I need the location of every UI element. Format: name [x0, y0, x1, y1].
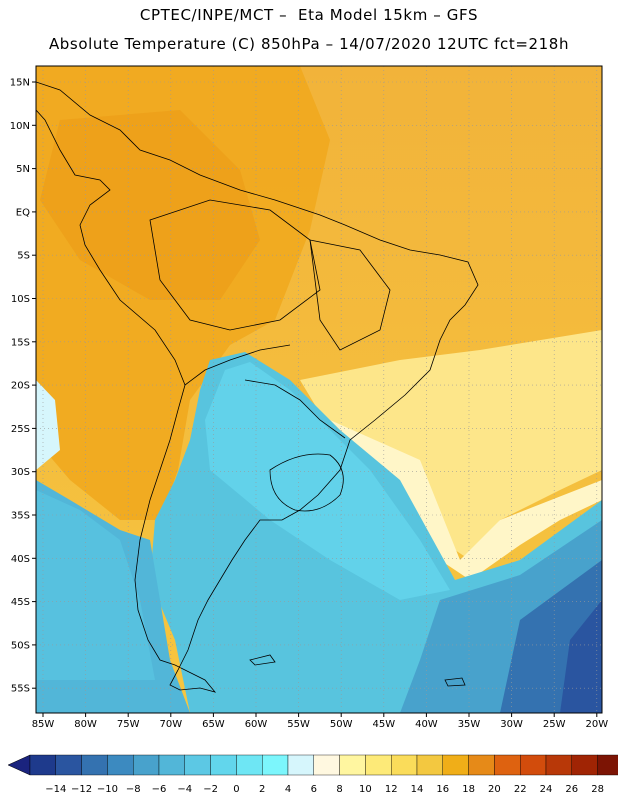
colorbar-swatch — [287, 754, 314, 776]
colorbar-swatch — [339, 754, 366, 776]
colorbar-label: 20 — [488, 784, 501, 795]
latitude-label: 35S — [11, 511, 30, 522]
colorbar-swatch — [365, 754, 392, 776]
colorbar-swatch — [313, 754, 340, 776]
colorbar-label: 12 — [385, 784, 398, 795]
colorbar-swatch — [184, 754, 211, 776]
longitude-label: 25W — [543, 719, 566, 730]
chart-title-line-2: Absolute Temperature (C) 850hPa – 14/07/… — [48, 35, 570, 53]
longitude-label: 45W — [372, 719, 395, 730]
colorbar-swatch — [494, 754, 521, 776]
latitude-label: 30S — [11, 467, 30, 478]
colorbar-label: −6 — [152, 784, 167, 795]
colorbar-swatch — [545, 754, 572, 776]
longitude-label: 70W — [159, 719, 182, 730]
colorbar-label: 6 — [311, 784, 317, 795]
colorbar-swatch — [597, 754, 618, 776]
temperature-field — [36, 66, 602, 713]
coastlines — [36, 81, 479, 693]
colorbar-label: −2 — [203, 784, 218, 795]
colorbar-swatch — [236, 754, 263, 776]
colorbar-label: −8 — [126, 784, 141, 795]
plot-frame — [35, 65, 603, 714]
longitude-label: 75W — [117, 719, 140, 730]
colorbar-swatch — [391, 754, 418, 776]
latitude-label: 40S — [11, 554, 30, 565]
colorbar-swatch — [29, 754, 56, 776]
colorbar-label: 16 — [436, 784, 449, 795]
colorbar-swatch — [468, 754, 495, 776]
latitude-label: 5S — [17, 251, 30, 262]
longitude-label: 55W — [287, 719, 310, 730]
colorbar-swatch — [107, 754, 134, 776]
colorbar-label: 28 — [591, 784, 604, 795]
latitude-label: 10N — [10, 121, 30, 132]
chart-title-line-1: CPTEC/INPE/MCT – Eta Model 15km – GFS — [139, 6, 479, 24]
latitude-label: 25S — [11, 424, 30, 435]
colorbar-swatch — [442, 754, 469, 776]
colorbar-swatch — [262, 754, 289, 776]
colorbar-label: −12 — [71, 784, 92, 795]
colorbar-label: 18 — [462, 784, 475, 795]
latitude-label: EQ — [16, 207, 30, 218]
colorbar-swatch — [55, 754, 82, 776]
colorbar-label: 0 — [233, 784, 239, 795]
colorbar-swatch — [416, 754, 443, 776]
latitude-label: 15S — [11, 337, 30, 348]
colorbar-label: 26 — [565, 784, 578, 795]
latitude-label: 55S — [11, 684, 30, 695]
latitude-labels: 15N 10N 5N EQ 5S 10S 15S 20S 25S 30S 35S 40S 45S 50S 5… — [10, 78, 36, 695]
colorbar-label: 8 — [336, 784, 342, 795]
colorbar-label: −4 — [177, 784, 192, 795]
longitude-label: 40W — [415, 719, 438, 730]
colorbar-swatch — [81, 754, 108, 776]
longitude-labels: 85W 80W 75W 70W 65W 60W 55W 50W 45W 40W 35W 30W 25W 2… — [32, 713, 608, 730]
latitude-label: 15N — [10, 78, 30, 89]
longitude-label: 80W — [74, 719, 97, 730]
colorbar-label: 22 — [514, 784, 527, 795]
colorbar-label: 10 — [359, 784, 372, 795]
latitude-label: 50S — [11, 640, 30, 651]
latitude-label: 10S — [11, 294, 30, 305]
latitude-label: 45S — [11, 597, 30, 608]
longitude-label: 85W — [32, 719, 55, 730]
longitude-label: 35W — [458, 719, 481, 730]
colorbar-label: 24 — [540, 784, 553, 795]
longitude-label: 60W — [245, 719, 268, 730]
latitude-label: 5N — [16, 164, 30, 175]
colorbar-swatch — [210, 754, 237, 776]
temperature-map: 15N 10N 5N EQ 5S 10S 15S 20S 25S 30S 35S 40S 45S 50S 5… — [10, 65, 608, 730]
colorbar-label: −14 — [45, 784, 66, 795]
colorbar-swatch — [571, 754, 598, 776]
colorbar: −14 −12 −10 −8 −6 −4 −2 0 2 4 6 8 10 12 14 16 18 20 22 24 26… — [7, 754, 618, 795]
latitude-label: 20S — [11, 381, 30, 392]
colorbar-label: 14 — [411, 784, 424, 795]
longitude-label: 20W — [585, 719, 608, 730]
longitude-label: 65W — [202, 719, 225, 730]
colorbar-low-arrow — [7, 754, 31, 776]
colorbar-label: −10 — [97, 784, 118, 795]
colorbar-swatch — [158, 754, 185, 776]
colorbar-label: 2 — [259, 784, 265, 795]
colorbar-swatch — [520, 754, 547, 776]
colorbar-label: 4 — [285, 784, 291, 795]
longitude-label: 50W — [330, 719, 353, 730]
longitude-label: 30W — [500, 719, 523, 730]
colorbar-swatch — [132, 754, 160, 776]
